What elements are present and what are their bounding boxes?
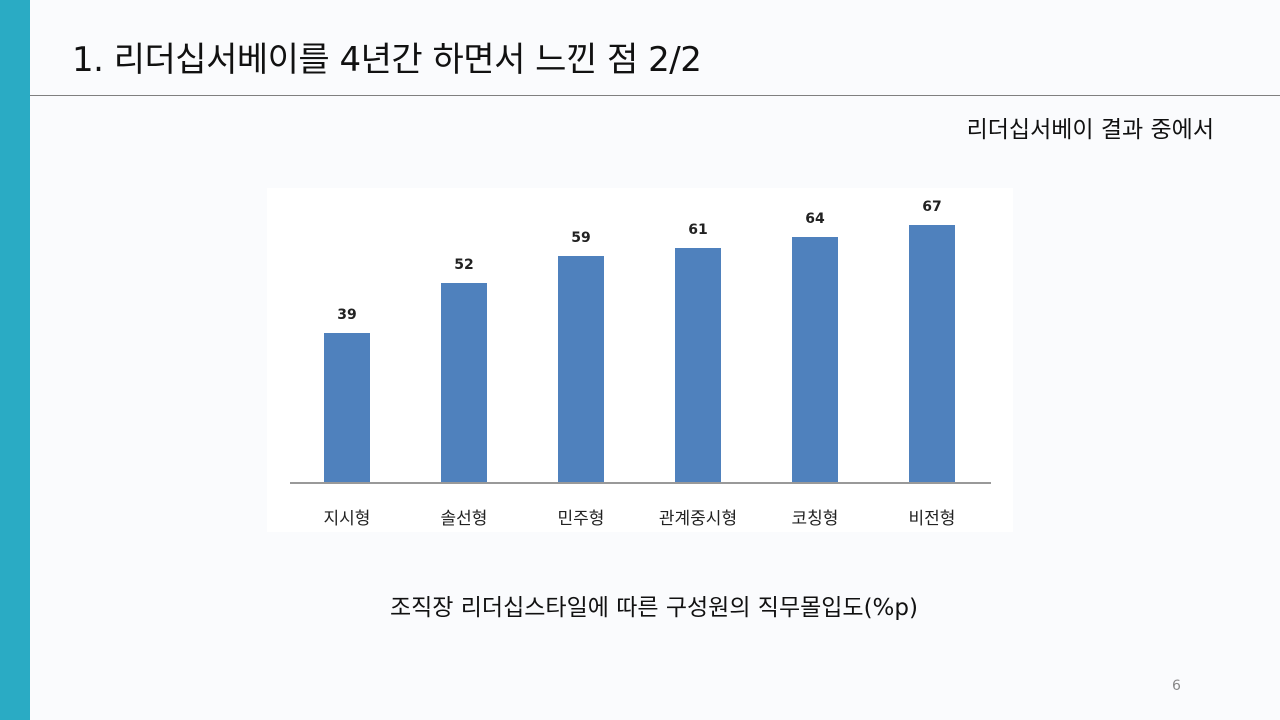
bar-value-label: 64	[805, 211, 825, 227]
x-axis-category-label: 솔선형	[440, 509, 488, 529]
chart-caption: 조직장 리더십스타일에 따른 구성원의 직무몰입도(%p)	[389, 595, 918, 621]
bar	[324, 333, 370, 482]
bar	[909, 225, 955, 482]
x-axis-category-label: 코칭형	[791, 509, 839, 529]
x-axis-category-label: 지시형	[323, 509, 371, 529]
bar-value-label: 67	[922, 199, 942, 215]
bar	[792, 237, 838, 482]
bar	[441, 283, 487, 482]
bar	[675, 248, 721, 482]
x-axis-category-label: 관계중시형	[658, 509, 738, 529]
page-number: 6	[1172, 678, 1181, 694]
bar-value-label: 52	[454, 257, 474, 273]
slide-subtitle: 리더십서베이 결과 중에서	[966, 117, 1214, 143]
bar-value-label: 59	[571, 230, 591, 246]
slide-title: 1. 리더십서베이를 4년간 하면서 느낀 점 2/2	[72, 40, 702, 80]
x-axis-category-label: 민주형	[557, 509, 605, 529]
bar-value-label: 61	[688, 222, 708, 238]
x-axis-line	[290, 482, 991, 484]
chart-panel	[267, 188, 1013, 532]
x-axis-category-label: 비전형	[908, 509, 956, 529]
bar	[558, 256, 604, 482]
accent-sidebar	[0, 0, 30, 720]
bar-value-label: 39	[337, 307, 357, 323]
title-divider	[30, 95, 1280, 96]
